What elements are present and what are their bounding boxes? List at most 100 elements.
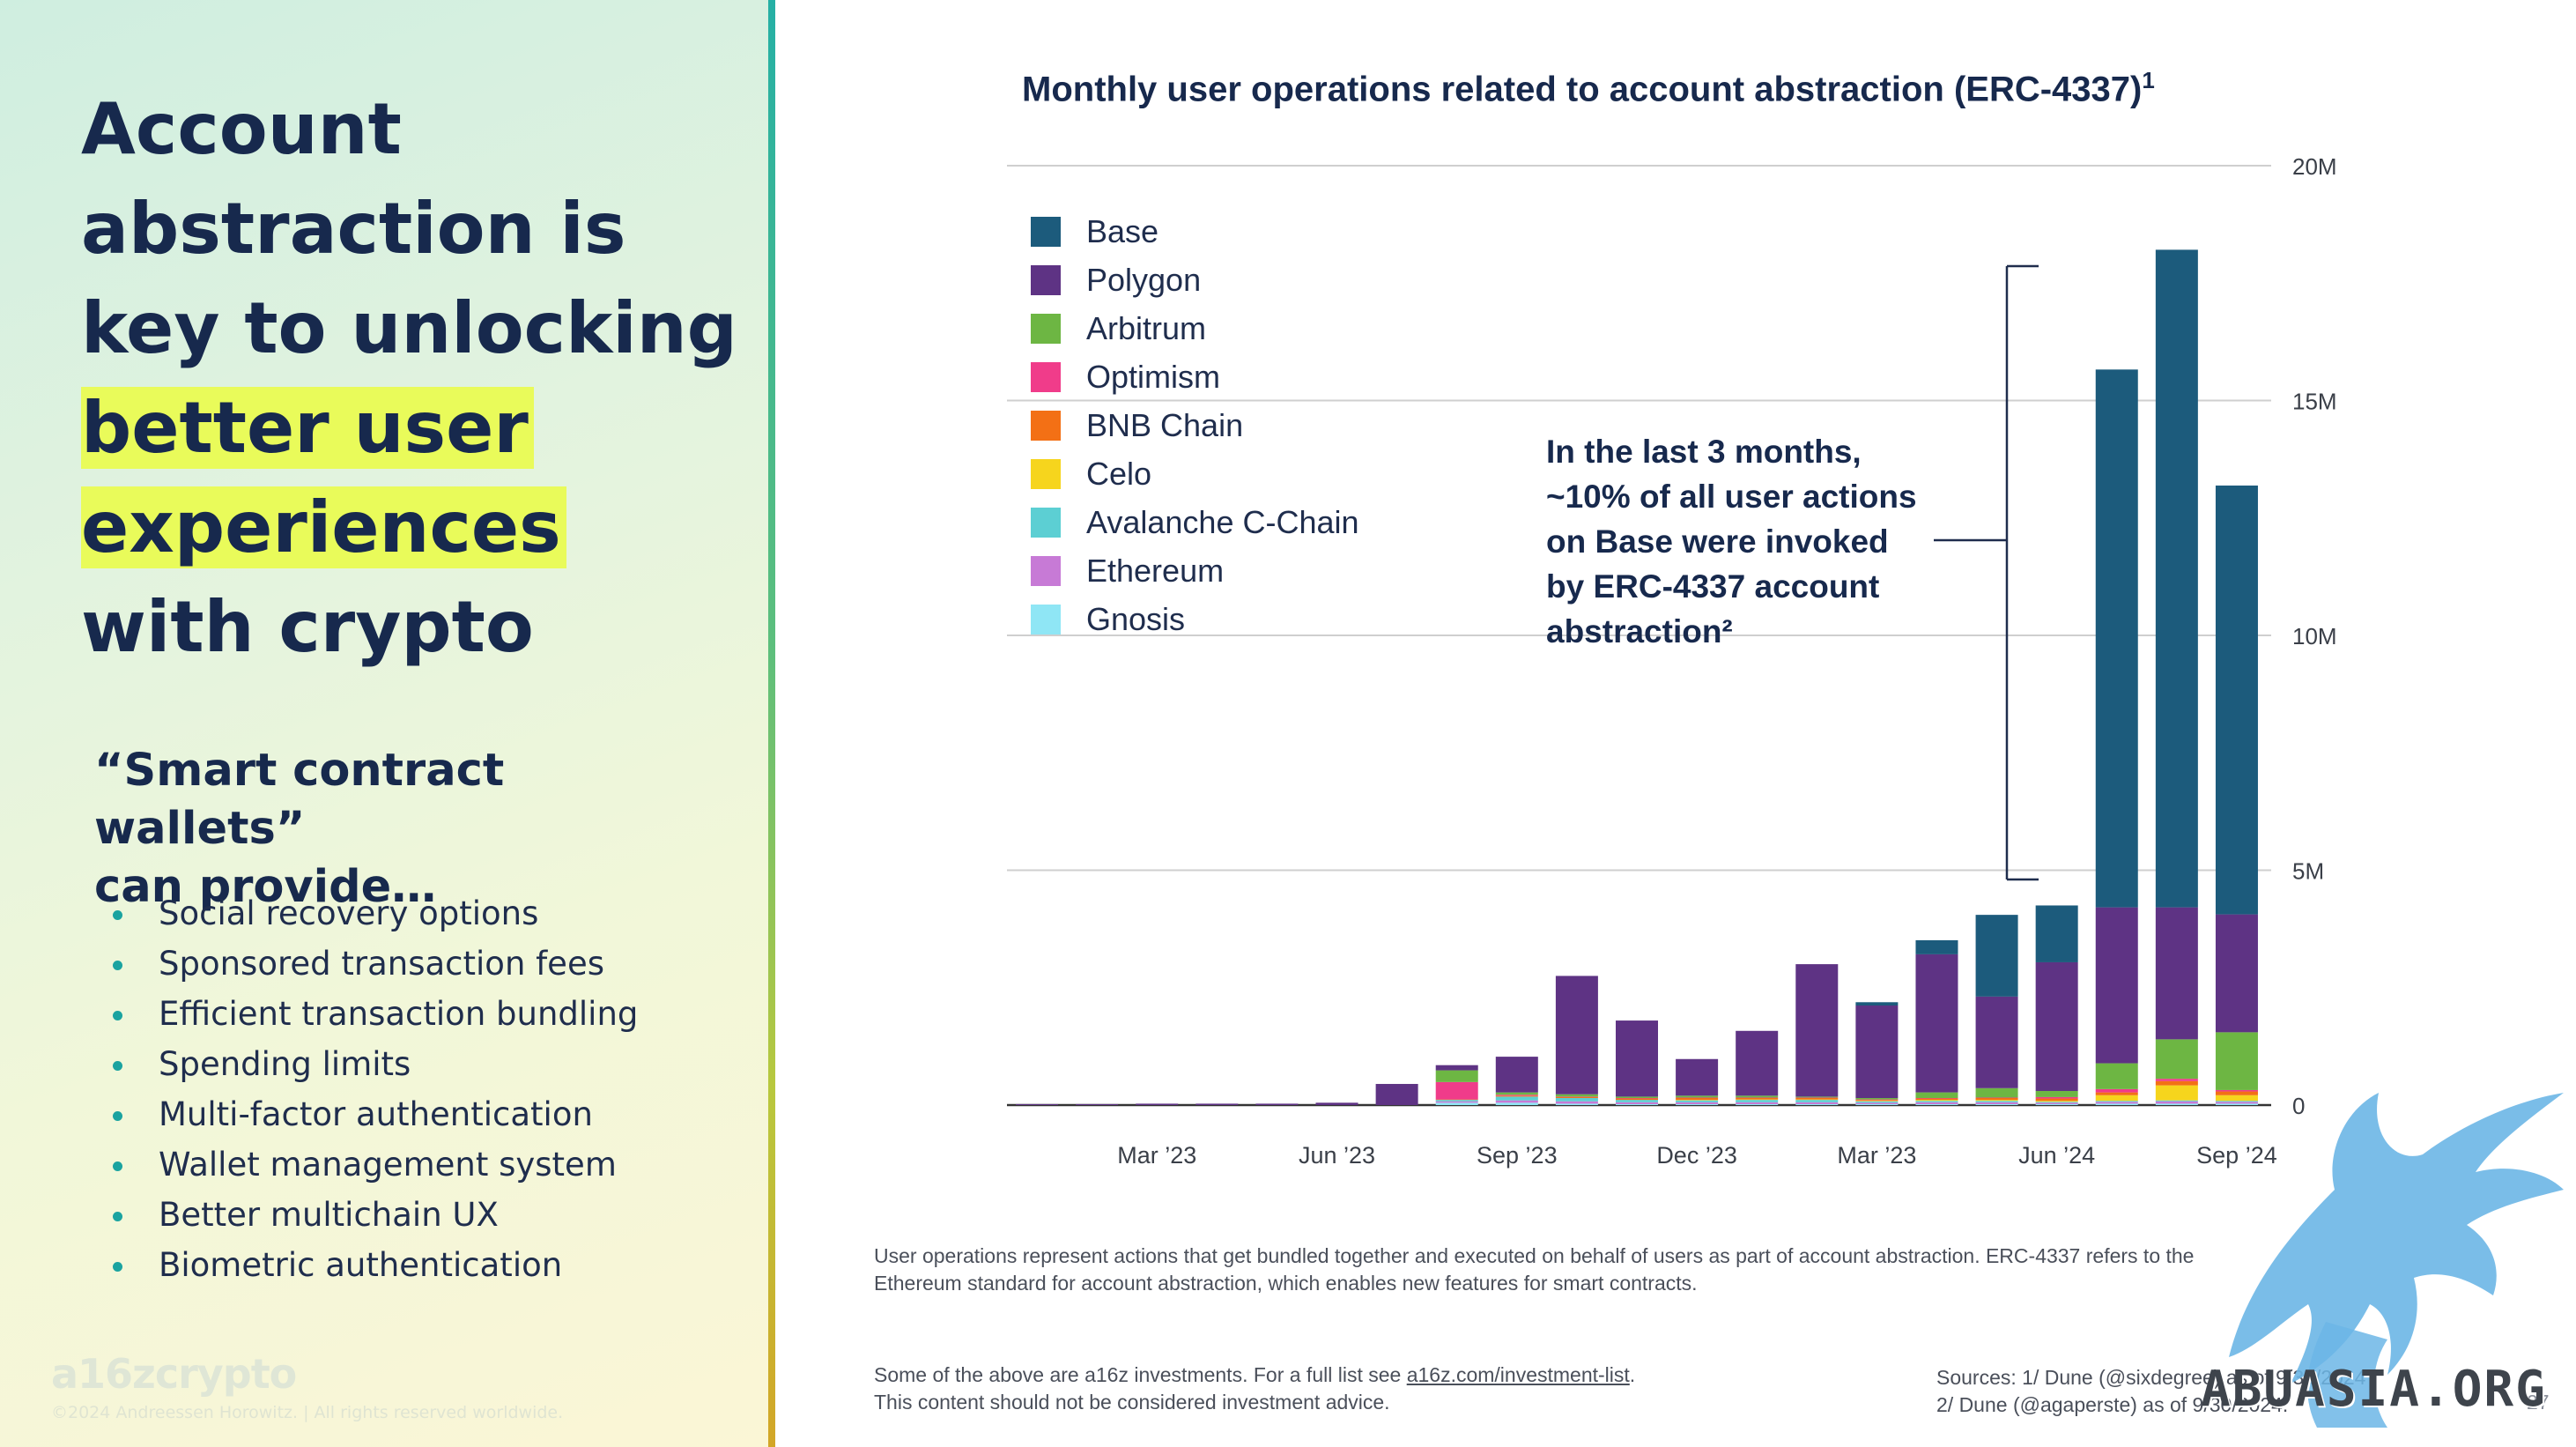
disclaimer-suffix: .: [1629, 1363, 1636, 1386]
bar-segment-celo: [1975, 1100, 2018, 1102]
bullet-dot-icon: [113, 910, 122, 920]
legend-swatch: [1031, 217, 1061, 247]
y-axis-ticks: 0 5M 10M 15M 20M: [2292, 153, 2337, 1119]
bar-segment-gnosis: [1435, 1102, 1478, 1105]
bar-segment-optimism: [2215, 1089, 2258, 1092]
bar-segment-bnb-chain: [2095, 1092, 2138, 1095]
bar-segment-optimism: [1736, 1097, 1779, 1099]
bar-segment-celo: [1855, 1101, 1899, 1102]
annotation-line-5: abstraction²: [1546, 613, 1733, 649]
annotation-bracket: [1934, 264, 2039, 881]
y-tick-label: 0: [2292, 1093, 2305, 1119]
list-item: Wallet management system: [106, 1139, 638, 1190]
bar-segment-arbitrum: [1736, 1095, 1779, 1098]
sources: Sources: 1/ Dune (@sixdegree) as of 9/30…: [1936, 1364, 2465, 1419]
x-tick-label: Sep ’23: [1477, 1142, 1558, 1169]
bar-segment-avalanche-c-chain: [1616, 1100, 1658, 1102]
bar-segment-polygon: [1375, 1084, 1418, 1105]
x-tick-label: Jun ’24: [2018, 1142, 2095, 1169]
bar-segment-gnosis: [2035, 1103, 2078, 1105]
bar-segment-gnosis: [1676, 1103, 1719, 1105]
bar-segment-arbitrum: [1676, 1095, 1719, 1098]
legend-swatch: [1031, 411, 1061, 441]
investment-list-link[interactable]: a16z.com/investment-list: [1406, 1363, 1630, 1386]
list-item: Efficient transaction bundling: [106, 989, 638, 1039]
note-line-2: Ethereum standard for account abstractio…: [874, 1272, 1698, 1295]
subhead: “Smart contract wallets” can provide…: [94, 742, 729, 916]
bar-segment-avalanche-c-chain: [1555, 1098, 1598, 1102]
bar-segment-bnb-chain: [1495, 1095, 1538, 1097]
bar-segment-polygon: [1255, 1103, 1299, 1105]
bar-segment-celo: [1736, 1099, 1779, 1101]
list-item: Biometric authentication: [106, 1240, 638, 1290]
legend-swatch: [1031, 459, 1061, 489]
x-tick-label: Jun ’23: [1299, 1142, 1375, 1169]
bar-segment-optimism: [1555, 1096, 1598, 1097]
bar-segment-polygon: [2035, 961, 2078, 1092]
bar-segment-bnb-chain: [2035, 1098, 2078, 1102]
bar-segment-optimism: [1795, 1097, 1839, 1099]
bar-segment-arbitrum: [1616, 1096, 1658, 1099]
legend-swatch: [1031, 605, 1061, 634]
bar-segment-base: [2215, 485, 2258, 915]
bar-segment-ethereum: [1736, 1102, 1779, 1104]
bar-segment-bnb-chain: [1736, 1098, 1779, 1100]
bar-segment-ethereum: [2035, 1102, 2078, 1104]
x-axis-ticks: Mar ’23 Jun ’23 Sep ’23 Dec ’23 Mar ’23 Jun ’…: [1117, 1142, 2277, 1169]
bar-segment-bnb-chain: [1795, 1098, 1839, 1100]
list-item-label: Multi-factor authentication: [159, 1095, 593, 1133]
bar-segment-bnb-chain: [2155, 1080, 2198, 1086]
bullet-dot-icon: [113, 1161, 122, 1171]
legend-label: Polygon: [1086, 262, 1201, 298]
bar-segment-gnosis: [2155, 1103, 2198, 1105]
bar-segment-celo: [1676, 1100, 1719, 1101]
bar-segment-celo: [2035, 1101, 2078, 1102]
legend-label: Ethereum: [1086, 553, 1224, 589]
bar-segment-gnosis: [1555, 1103, 1598, 1105]
bar-segment-optimism: [1435, 1081, 1478, 1100]
x-tick-label: Sep ’24: [2196, 1142, 2277, 1169]
list-item-label: Social recovery options: [159, 894, 539, 932]
bar-segment-polygon: [1136, 1103, 1179, 1105]
annotation-line-3: on Base were invoked: [1546, 523, 1889, 560]
bar-segment-ethereum: [1495, 1100, 1538, 1103]
bar-segment-bnb-chain: [1855, 1100, 1899, 1102]
chart-bars: [1016, 249, 2258, 1105]
bar-segment-polygon: [1076, 1103, 1119, 1105]
bar-segment-celo: [2155, 1085, 2198, 1101]
bar-segment-base: [2035, 905, 2078, 962]
bar-segment-arbitrum: [1975, 1087, 2018, 1098]
bullet-dot-icon: [113, 1111, 122, 1121]
headline-line-6: with crypto: [81, 586, 534, 668]
legend-label: Optimism: [1086, 359, 1220, 395]
bar-segment-polygon: [1435, 1065, 1478, 1071]
chart-annotation: In the last 3 months, ~10% of all user a…: [1546, 264, 2039, 881]
bar-segment-optimism: [2035, 1096, 2078, 1099]
x-tick-label: Dec ’23: [1656, 1142, 1737, 1169]
bar-segment-bnb-chain: [1555, 1096, 1598, 1099]
legend-label: Avalanche C-Chain: [1086, 504, 1359, 540]
subhead-line-1: “Smart contract wallets”: [94, 745, 505, 855]
disclaimer: Some of the above are a16z investments. …: [874, 1362, 1755, 1416]
bar-segment-gnosis: [1736, 1103, 1779, 1105]
bar-segment-polygon: [1016, 1103, 1059, 1105]
bar-segment-ethereum: [1975, 1102, 2018, 1104]
bar-segment-arbitrum: [1915, 1092, 1958, 1099]
bar-segment-celo: [2215, 1095, 2258, 1102]
legend-label: Gnosis: [1086, 601, 1185, 637]
headline-line-1: Account: [81, 88, 402, 170]
watermark-text: ABUASIA.ORG: [2201, 1361, 2547, 1418]
bar-segment-ethereum: [1915, 1102, 1958, 1104]
bar-segment-optimism: [2095, 1088, 2138, 1093]
bar-segment-polygon: [1736, 1030, 1779, 1096]
page-number: 27: [2527, 1391, 2550, 1414]
bullet-dot-icon: [113, 961, 122, 970]
list-item: Better multichain UX: [106, 1190, 638, 1240]
bar-segment-polygon: [2155, 907, 2198, 1040]
bar-segment-celo: [2095, 1095, 2138, 1102]
bar-segment-ethereum: [2215, 1102, 2258, 1104]
bar-segment-gnosis: [1915, 1103, 1958, 1105]
bar-segment-optimism: [1975, 1097, 2018, 1099]
bar-segment-ethereum: [2155, 1101, 2198, 1104]
